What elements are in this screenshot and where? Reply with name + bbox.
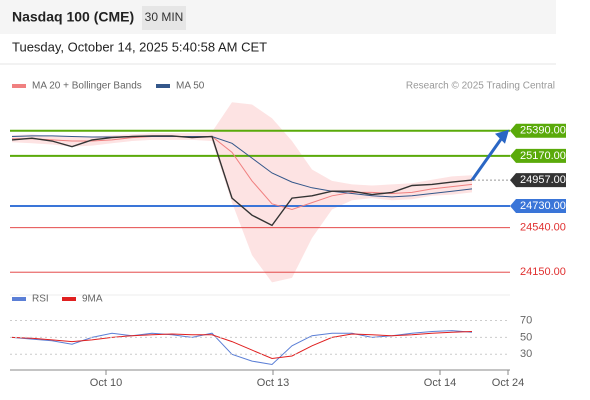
x-tick-label: Oct 24 bbox=[492, 377, 524, 389]
forecast-arrowhead bbox=[495, 129, 509, 144]
legend-swatch bbox=[156, 84, 170, 88]
legend-label: RSI bbox=[32, 294, 49, 305]
series-line bbox=[11, 331, 473, 360]
interval-box bbox=[142, 6, 186, 30]
y-tick-label: 70 bbox=[520, 314, 532, 326]
price-line bbox=[11, 135, 473, 227]
legend-label: MA 20 + Bollinger Bands bbox=[32, 81, 142, 92]
y-tick-label: 50 bbox=[520, 331, 532, 343]
x-tick-label: Oct 13 bbox=[257, 377, 289, 389]
level-label: 24540.00 bbox=[520, 222, 566, 234]
title: Nasdaq 100 (CME) bbox=[12, 9, 134, 25]
legend-label: MA 50 bbox=[176, 81, 205, 92]
credit: Research © 2025 Trading Central bbox=[406, 81, 555, 92]
level-tag bbox=[510, 173, 566, 188]
bollinger-band bbox=[12, 102, 472, 283]
legend-swatch bbox=[12, 297, 26, 301]
timestamp: Tuesday, October 14, 2025 5:40:58 AM CET bbox=[12, 39, 267, 54]
level-label: 24730.00 bbox=[520, 200, 566, 212]
legend-swatch bbox=[62, 297, 76, 301]
interval: 30 MIN bbox=[145, 10, 184, 24]
level-label: 25170.00 bbox=[520, 150, 566, 162]
level-label: 24150.00 bbox=[520, 266, 566, 278]
legend-label: 9MA bbox=[82, 294, 103, 305]
series-line bbox=[11, 135, 473, 198]
header-bar bbox=[0, 0, 556, 34]
y-tick-label: 30 bbox=[520, 348, 532, 360]
level-tag bbox=[510, 148, 566, 163]
x-tick-label: Oct 10 bbox=[90, 377, 122, 389]
level-label: 24957.00 bbox=[520, 174, 566, 186]
level-tag bbox=[510, 123, 566, 138]
forecast-arrow bbox=[470, 136, 504, 182]
level-tag bbox=[510, 199, 566, 214]
x-tick-label: Oct 14 bbox=[424, 377, 456, 389]
level-label: 25390.00 bbox=[520, 125, 566, 137]
legend-swatch bbox=[12, 84, 26, 88]
